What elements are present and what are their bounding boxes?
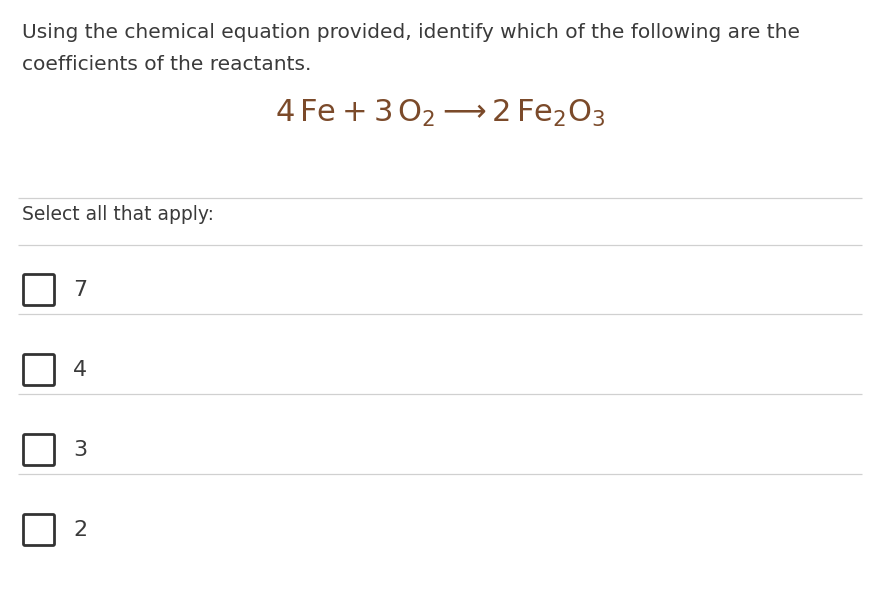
Text: 3: 3 xyxy=(73,440,87,460)
Text: 7: 7 xyxy=(73,280,87,300)
FancyBboxPatch shape xyxy=(24,514,55,546)
FancyBboxPatch shape xyxy=(24,435,55,465)
Text: 2: 2 xyxy=(73,520,87,540)
Text: Using the chemical equation provided, identify which of the following are the: Using the chemical equation provided, id… xyxy=(22,23,800,42)
FancyBboxPatch shape xyxy=(24,354,55,386)
Text: $4\,\mathrm{Fe} + 3\,\mathrm{O_2} \longrightarrow 2\,\mathrm{Fe_2O_3}$: $4\,\mathrm{Fe} + 3\,\mathrm{O_2} \longr… xyxy=(275,97,605,129)
Text: coefficients of the reactants.: coefficients of the reactants. xyxy=(22,55,312,74)
Text: Select all that apply:: Select all that apply: xyxy=(22,205,214,224)
FancyBboxPatch shape xyxy=(24,275,55,305)
Text: 4: 4 xyxy=(73,360,87,380)
